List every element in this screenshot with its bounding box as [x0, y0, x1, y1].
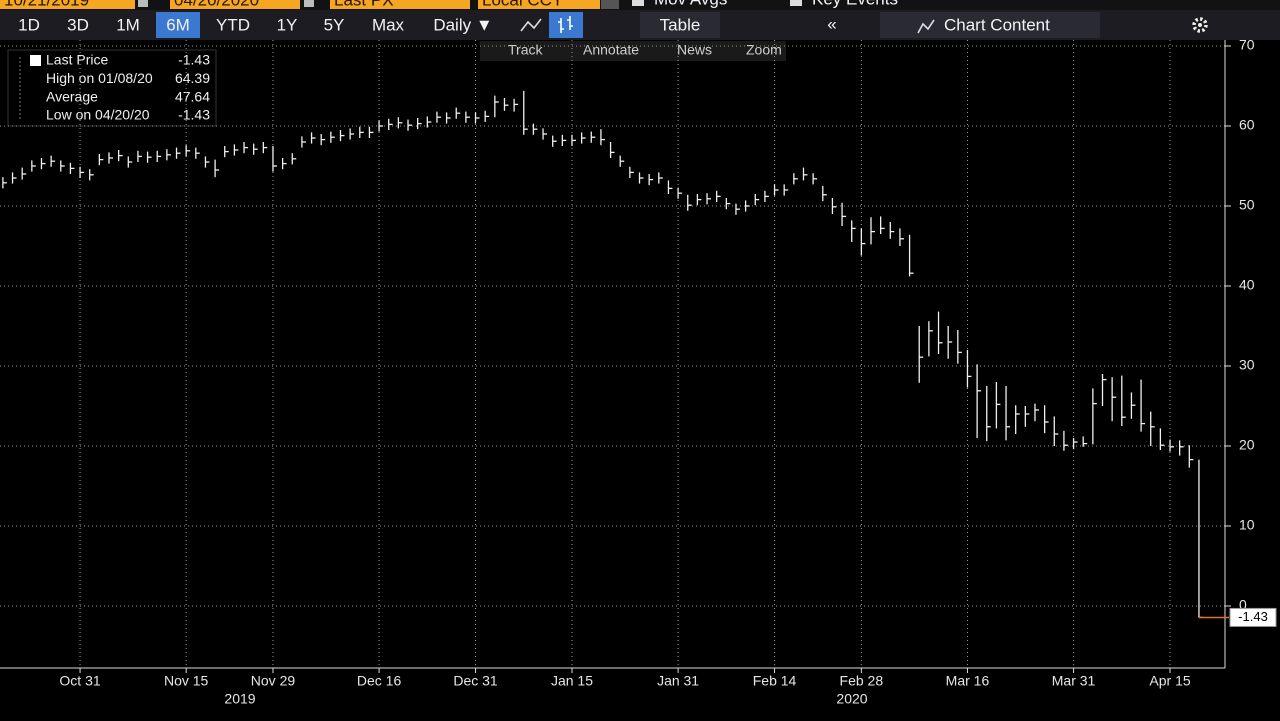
- x-tick-label: Feb 28: [840, 673, 884, 689]
- x-tick-label: Nov 15: [164, 673, 209, 689]
- table-button-label[interactable]: Table: [660, 15, 701, 34]
- y-tick-label: 70: [1239, 37, 1255, 53]
- settings-icon[interactable]: [1192, 17, 1208, 33]
- x-tick-label: Apr 15: [1149, 673, 1190, 689]
- y-tick-label: 50: [1239, 197, 1255, 213]
- range-button[interactable]: 1M: [116, 15, 140, 34]
- x-tick-label: Mar 31: [1052, 673, 1096, 689]
- x-tick-label: Jan 31: [657, 673, 699, 689]
- legend-label: Last Price: [46, 52, 108, 68]
- legend-box: [7, 49, 217, 127]
- range-button[interactable]: 1Y: [277, 15, 298, 34]
- x-tick-label: Dec 16: [357, 673, 402, 689]
- ohlc-icon[interactable]: [558, 16, 573, 33]
- range-button[interactable]: 3D: [67, 15, 89, 34]
- settings-icon-center: [1198, 23, 1202, 27]
- x-tick-label: Mar 16: [946, 673, 990, 689]
- y-tick-label: 40: [1239, 277, 1255, 293]
- end-date-input[interactable]: [170, 0, 300, 9]
- field-input[interactable]: [330, 0, 470, 9]
- bar-chart-button[interactable]: [549, 12, 583, 38]
- year-label: 2020: [836, 691, 867, 707]
- y-tick-label: 0: [1239, 597, 1247, 613]
- legend-label: Low on 04/20/20: [46, 107, 150, 123]
- chart-tool[interactable]: News: [677, 42, 712, 58]
- x-tick-label: Jan 15: [551, 673, 593, 689]
- checkbox[interactable]: [790, 0, 802, 6]
- range-button[interactable]: 1D: [18, 15, 40, 34]
- chart-tool[interactable]: Annotate: [583, 42, 639, 58]
- legend-label: Average: [46, 88, 98, 104]
- input-text[interactable]: 04/20/2020: [174, 0, 259, 9]
- x-tick-label: Nov 29: [251, 673, 296, 689]
- legend-value: 47.64: [175, 88, 210, 104]
- chart-tool[interactable]: Track: [508, 42, 543, 58]
- range-button[interactable]: Max: [372, 15, 405, 34]
- calendar-icon[interactable]: [304, 0, 314, 7]
- legend-label: High on 01/08/20: [46, 70, 153, 86]
- checkbox[interactable]: [632, 0, 644, 6]
- y-tick-label: 60: [1239, 117, 1255, 133]
- line-chart-icon[interactable]: [520, 18, 542, 32]
- legend-value: 64.39: [175, 70, 210, 86]
- checkbox-label[interactable]: Mov Avgs: [654, 0, 727, 8]
- last-price-label: -1.43: [1238, 609, 1268, 624]
- chart-content-icon: [917, 19, 935, 34]
- legend-value: -1.43: [178, 52, 210, 68]
- range-button[interactable]: 5Y: [324, 15, 345, 34]
- chart-content-button[interactable]: [880, 12, 1100, 38]
- collapse-button[interactable]: «: [827, 14, 836, 33]
- input-text[interactable]: Last PX: [334, 0, 394, 9]
- calendar-icon[interactable]: [138, 0, 148, 7]
- x-tick-label: Feb 14: [753, 673, 797, 689]
- legend-swatch: [30, 55, 41, 66]
- checkbox-label[interactable]: Key Events: [812, 0, 898, 8]
- y-tick-label: 20: [1239, 437, 1255, 453]
- input-text[interactable]: Local CCY: [482, 0, 563, 9]
- range-button[interactable]: YTD: [216, 15, 250, 34]
- x-tick-label: Dec 31: [453, 673, 498, 689]
- y-tick-label: 10: [1239, 517, 1255, 533]
- y-tick-label: 30: [1239, 357, 1255, 373]
- chart-tool[interactable]: Zoom: [746, 42, 782, 58]
- chart-content-label[interactable]: Chart Content: [944, 15, 1050, 34]
- legend-value: -1.43: [178, 107, 210, 123]
- currency-input[interactable]: [478, 0, 600, 9]
- x-tick-label: Oct 31: [59, 673, 100, 689]
- period-button[interactable]: Daily ▼: [433, 15, 492, 34]
- start-date-input[interactable]: [0, 0, 135, 9]
- selected-range: [156, 12, 200, 38]
- table-button[interactable]: [640, 12, 720, 38]
- range-button[interactable]: 6M: [166, 15, 190, 34]
- dropdown[interactable]: [601, 0, 619, 9]
- year-label: 2019: [224, 691, 255, 707]
- input-text[interactable]: 10/21/2019: [4, 0, 89, 9]
- last-price-tag: [1229, 607, 1277, 627]
